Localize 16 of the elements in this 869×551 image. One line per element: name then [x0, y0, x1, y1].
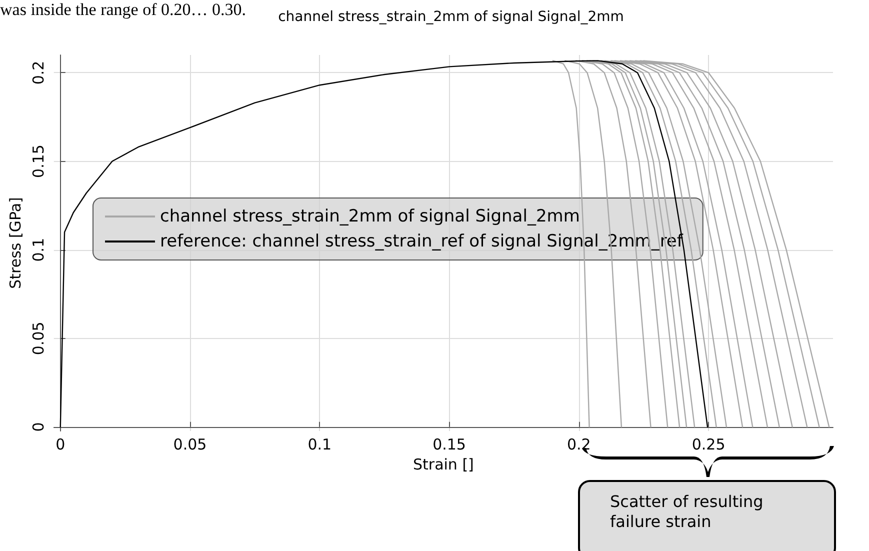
- legend-label: channel stress_strain_2mm of signal Signal_2mm: [160, 206, 580, 226]
- y-axis-title: Stress [GPa]: [6, 197, 24, 289]
- y-tick-label: 0.15: [29, 144, 48, 178]
- x-tick-label: 0: [56, 436, 66, 454]
- y-tick-label: 0: [29, 422, 48, 432]
- y-tick-label: 0.2: [29, 60, 48, 85]
- y-tick-label: 0.05: [29, 322, 48, 356]
- x-tick-label: 0.15: [432, 436, 466, 454]
- y-tick-label: 0.1: [29, 238, 48, 262]
- x-axis-title: Strain []: [412, 455, 474, 474]
- text: was inside the range of 0.20… 0.30.: [0, 0, 246, 19]
- text: Scatter of resulting failure strain: [578, 480, 836, 551]
- x-tick-label: 0.1: [308, 436, 332, 454]
- x-tick-label: 0.25: [692, 436, 726, 454]
- x-tick-label: 0.05: [173, 436, 207, 454]
- chart-title: channel stress_strain_2mm of signal Signal_2mm: [278, 9, 624, 25]
